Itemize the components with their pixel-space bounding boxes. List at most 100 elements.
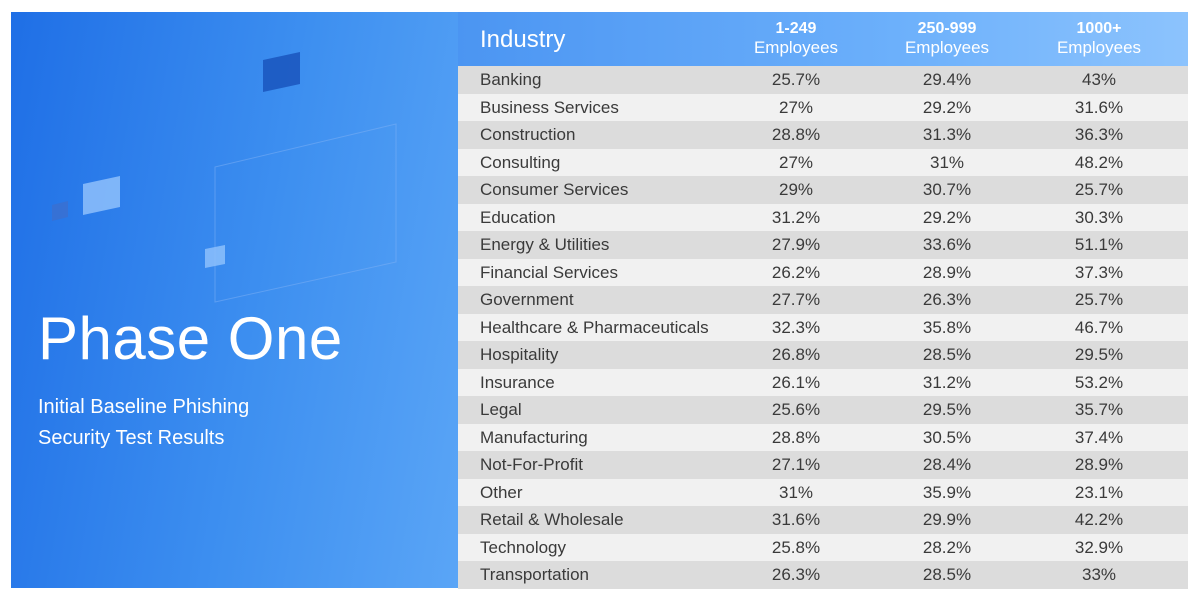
header-industry: Industry bbox=[480, 26, 566, 53]
value-cell-250-999: 31.3% bbox=[922, 125, 972, 144]
value-cell-250-999: 29.4% bbox=[922, 70, 972, 89]
value-cell-1-249: 28.8% bbox=[771, 427, 821, 447]
subtitle-line-2: Security Test Results bbox=[38, 427, 225, 449]
industry-cell: Technology bbox=[480, 537, 567, 557]
value-cell-1000-plus: 46.7% bbox=[1074, 317, 1124, 337]
value-cell-1-249: 27.9% bbox=[771, 235, 821, 254]
value-cell-250-999: 28.5% bbox=[922, 345, 972, 364]
table-row: Hospitality 26.8% 28.5% 29.5% bbox=[458, 341, 1188, 369]
value-cell-250-999: 29.2% bbox=[922, 97, 972, 117]
table-row: Legal 25.6% 29.5% 35.7% bbox=[458, 396, 1188, 424]
results-table: Industry 1-249 Employees 250-999 Employe… bbox=[458, 12, 1188, 589]
table-row: Transportation 26.3% 28.5% 33% bbox=[458, 561, 1188, 589]
table-row: Consulting 27% 31% 48.2% bbox=[458, 148, 1188, 176]
value-cell-1000-plus: 48.2% bbox=[1074, 152, 1124, 172]
value-cell-1000-plus: 35.7% bbox=[1074, 400, 1124, 419]
table-row: Business Services 27% 29.2% 31.6% bbox=[458, 93, 1188, 121]
industry-cell: Financial Services bbox=[480, 262, 618, 282]
table-row: Banking 25.7% 29.4% 43% bbox=[458, 66, 1188, 94]
industry-cell: Manufacturing bbox=[480, 427, 588, 447]
page-subtitle: Initial Baseline Phishing Security Test … bbox=[38, 392, 338, 454]
header-col-medium: 250-999 Employees bbox=[877, 20, 1017, 58]
value-cell-1-249: 27% bbox=[778, 97, 814, 117]
industry-cell: Consulting bbox=[480, 152, 561, 172]
value-cell-1000-plus: 31.6% bbox=[1074, 97, 1124, 117]
value-cell-1000-plus: 33% bbox=[1081, 565, 1117, 584]
value-cell-250-999: 29.2% bbox=[922, 207, 972, 227]
value-cell-1000-plus: 29.5% bbox=[1074, 345, 1124, 364]
decorative-squares-graphic bbox=[52, 52, 397, 303]
value-cell-250-999: 29.9% bbox=[922, 510, 972, 529]
table-row: Manufacturing 28.8% 30.5% 37.4% bbox=[458, 423, 1188, 451]
industry-cell: Other bbox=[480, 482, 523, 502]
value-cell-1000-plus: 25.7% bbox=[1074, 290, 1124, 309]
value-cell-1-249: 31.2% bbox=[771, 207, 821, 227]
value-cell-1000-plus: 30.3% bbox=[1074, 207, 1124, 227]
header-col-medium-unit: Employees bbox=[904, 38, 990, 57]
table-row: Consumer Services 29% 30.7% 25.7% bbox=[458, 176, 1188, 204]
value-cell-1000-plus: 42.2% bbox=[1074, 510, 1124, 529]
deco-small-dark-square bbox=[52, 201, 68, 221]
header-col-small-size: 1-249 bbox=[775, 20, 817, 37]
table-row: Not-For-Profit 27.1% 28.4% 28.9% bbox=[458, 451, 1188, 479]
deco-light-square bbox=[83, 176, 120, 215]
table-row: Retail & Wholesale 31.6% 29.9% 42.2% bbox=[458, 506, 1188, 534]
industry-cell: Education bbox=[480, 207, 556, 227]
table-header: Industry 1-249 Employees 250-999 Employe… bbox=[458, 12, 1188, 68]
industry-cell: Transportation bbox=[480, 565, 589, 584]
left-banner-panel: Phase One Initial Baseline Phishing Secu… bbox=[11, 12, 458, 588]
header-col-large: 1000+ Employees bbox=[1029, 20, 1169, 58]
industry-cell: Legal bbox=[480, 400, 522, 419]
page-title: Phase One bbox=[38, 305, 343, 372]
value-cell-250-999: 29.5% bbox=[922, 400, 972, 419]
value-cell-1-249: 27.7% bbox=[771, 290, 821, 309]
value-cell-250-999: 28.5% bbox=[922, 565, 972, 584]
header-col-small-unit: Employees bbox=[753, 38, 839, 57]
value-cell-1000-plus: 23.1% bbox=[1074, 482, 1124, 502]
value-cell-250-999: 35.8% bbox=[922, 317, 972, 337]
table-row: Other 31% 35.9% 23.1% bbox=[458, 478, 1188, 506]
value-cell-250-999: 26.3% bbox=[922, 290, 972, 309]
value-cell-250-999: 30.5% bbox=[922, 427, 972, 447]
value-cell-1-249: 26.8% bbox=[771, 345, 821, 364]
industry-cell: Insurance bbox=[480, 372, 555, 392]
value-cell-1-249: 31% bbox=[778, 482, 814, 502]
value-cell-250-999: 31.2% bbox=[922, 372, 972, 392]
value-cell-1-249: 26.2% bbox=[771, 262, 821, 282]
value-cell-250-999: 28.2% bbox=[922, 537, 972, 557]
value-cell-1000-plus: 37.3% bbox=[1074, 262, 1124, 282]
deco-small-light-square bbox=[205, 245, 225, 268]
header-col-large-size: 1000+ bbox=[1076, 20, 1122, 37]
deco-outline-panel bbox=[214, 123, 397, 303]
table-row: Financial Services 26.2% 28.9% 37.3% bbox=[458, 258, 1188, 286]
value-cell-1-249: 31.6% bbox=[771, 510, 821, 529]
value-cell-1000-plus: 36.3% bbox=[1074, 125, 1124, 144]
value-cell-1-249: 27% bbox=[778, 152, 814, 172]
header-col-small: 1-249 Employees bbox=[726, 20, 866, 58]
header-col-large-unit: Employees bbox=[1056, 38, 1142, 57]
industry-cell: Business Services bbox=[480, 97, 619, 117]
value-cell-250-999: 30.7% bbox=[922, 180, 972, 199]
table-row: Education 31.2% 29.2% 30.3% bbox=[458, 203, 1188, 231]
industry-cell: Construction bbox=[480, 125, 576, 144]
value-cell-1-249: 25.8% bbox=[771, 537, 821, 557]
industry-cell: Consumer Services bbox=[480, 180, 629, 199]
industry-cell: Not-For-Profit bbox=[480, 455, 583, 474]
value-cell-1000-plus: 25.7% bbox=[1074, 180, 1124, 199]
table-body: Banking 25.7% 29.4% 43% Business Services 27%… bbox=[458, 66, 1188, 589]
value-cell-1-249: 29% bbox=[778, 180, 814, 199]
value-cell-1-249: 32.3% bbox=[771, 317, 821, 337]
value-cell-250-999: 35.9% bbox=[922, 482, 972, 502]
industry-cell: Retail & Wholesale bbox=[480, 510, 624, 529]
value-cell-1-249: 28.8% bbox=[771, 125, 821, 144]
value-cell-1-249: 26.1% bbox=[771, 372, 821, 392]
value-cell-1000-plus: 43% bbox=[1081, 70, 1117, 89]
value-cell-1-249: 25.7% bbox=[771, 70, 821, 89]
value-cell-1-249: 26.3% bbox=[771, 565, 821, 584]
value-cell-1000-plus: 51.1% bbox=[1074, 235, 1124, 254]
table-row: Government 27.7% 26.3% 25.7% bbox=[458, 286, 1188, 314]
industry-cell: Healthcare & Pharmaceuticals bbox=[480, 317, 709, 337]
industry-cell: Energy & Utilities bbox=[480, 235, 610, 254]
table-row: Construction 28.8% 31.3% 36.3% bbox=[458, 121, 1188, 149]
value-cell-1000-plus: 32.9% bbox=[1074, 537, 1124, 557]
